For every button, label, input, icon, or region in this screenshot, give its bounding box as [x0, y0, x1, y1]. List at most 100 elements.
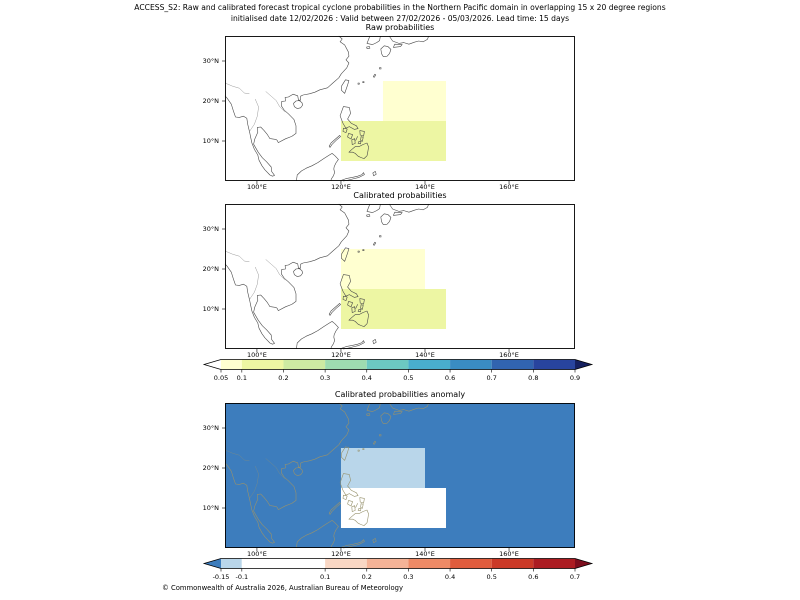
figure-title-line2: initialised date 12/02/2026 : Valid betw… [230, 14, 570, 23]
map-anomaly-lon-axis: 100°E 120°E 140°E 160°E [225, 551, 575, 560]
colorbar-tick-label: -0.15 [213, 573, 230, 581]
colorbar-segment [325, 359, 367, 370]
colorbar-tick-label: 0.2 [278, 374, 288, 382]
colorbar-segment [450, 558, 492, 569]
lat-tick-label: 30°N [202, 56, 219, 65]
panel-anomaly-title: Calibrated probabilities anomaly [334, 390, 466, 399]
lat-tick-label: 20°N [202, 463, 219, 472]
panel-calibrated-title: Calibrated probabilities [353, 191, 447, 200]
probability-region [340, 448, 425, 488]
panel-raw-probabilities: Raw probabilities 30°N 20°N 10°N 100°E 120°… [203, 23, 575, 190]
map-calibrated-border [225, 204, 575, 349]
colorbar-tick-label: 0.4 [362, 374, 372, 382]
colorbar-probability: 0.05 0.1 0.2 0.3 0.4 0.5 0.6 0.7 0.8 0.9 [202, 359, 594, 383]
map-calibrated-lat-axis: 30°N 20°N 10°N [189, 204, 221, 349]
lon-tick-label: 160°E [499, 550, 519, 558]
colorbar-tick-label: 0.5 [487, 573, 497, 581]
colorbar-segment [221, 558, 242, 569]
lat-tick-label: 20°N [202, 96, 219, 105]
colorbar-segment [366, 558, 409, 569]
lon-tick-label: 160°E [499, 351, 519, 359]
probability-region [340, 249, 425, 289]
panel-raw-title: Raw probabilities [365, 23, 435, 32]
colorbar-segment [283, 359, 326, 370]
lon-tick-label: 140°E [415, 550, 435, 558]
map-raw-region-layer [340, 81, 447, 161]
colorbar-tick-label: 0.3 [320, 374, 330, 382]
lon-tick-label: 100°E [247, 183, 267, 191]
lon-tick-label: 140°E [415, 351, 435, 359]
panel-calibrated-probabilities: Calibrated probabilities 30°N 20°N 10°N 10… [203, 191, 575, 358]
lat-tick-label: 10°N [202, 503, 219, 512]
map-raw-coastline-layer [224, 35, 429, 182]
colorbar-segment [491, 359, 534, 370]
map-anomaly-tick-marks [222, 427, 510, 551]
colorbar-anomaly-canvas: -0.15 -0.1 0.1 0.2 0.3 0.4 0.5 0.6 0.7 [202, 558, 594, 581]
map-anomaly-region-layer [340, 448, 447, 528]
colorbar-segment [408, 359, 451, 370]
colorbar-segment [241, 558, 326, 569]
lon-tick-label: 140°E [415, 183, 435, 191]
probability-region [340, 488, 447, 528]
colorbar-tick-label: 0.1 [237, 374, 247, 382]
lat-tick-label: 30°N [202, 224, 219, 233]
figure-title-line1: ACCESS_S2: Raw and calibrated forecast t… [134, 3, 666, 12]
map-calibrated-lon-axis: 100°E 120°E 140°E 160°E [225, 352, 575, 361]
lon-tick-label: 120°E [331, 183, 351, 191]
colorbar-tick-label: 0.7 [487, 374, 497, 382]
probability-region [382, 81, 447, 121]
colorbar-segment [533, 359, 575, 370]
colorbar-segment [204, 558, 221, 569]
colorbar-tick-label: 0.9 [570, 374, 580, 382]
lat-tick-label: 10°N [202, 304, 219, 313]
map-calibrated-coastline-layer [224, 203, 429, 350]
map-calibrated-region-layer [340, 249, 447, 329]
map-anomaly-border [225, 403, 575, 548]
colorbar-tick-label: 0.2 [362, 573, 372, 581]
colorbar-segment [491, 558, 534, 569]
lat-tick-label: 20°N [202, 264, 219, 273]
map-raw [222, 35, 575, 184]
map-raw-lat-axis: 30°N 20°N 10°N [189, 36, 221, 181]
probability-region [340, 289, 447, 329]
colorbar-segment [533, 558, 575, 569]
colorbar-segment [204, 359, 221, 370]
colorbar-segment [575, 558, 592, 569]
map-anomaly-coastline-layer [224, 402, 429, 549]
colorbar-tick-label: 0.05 [214, 374, 228, 382]
lat-tick-label: 30°N [202, 423, 219, 432]
map-raw-tick-marks [222, 60, 510, 184]
lon-tick-label: 120°E [331, 351, 351, 359]
colorbar-segment [241, 359, 284, 370]
figure-header: ACCESS_S2: Raw and calibrated forecast t… [0, 2, 800, 24]
map-calibrated [222, 203, 575, 352]
colorbar-segment [408, 558, 451, 569]
colorbar-segment [366, 359, 409, 370]
colorbar-tick-label: 0.5 [403, 374, 413, 382]
colorbar-anomaly: -0.15 -0.1 0.1 0.2 0.3 0.4 0.5 0.6 0.7 [202, 558, 594, 582]
probability-region [340, 121, 447, 161]
lon-tick-label: 100°E [247, 351, 267, 359]
lon-tick-label: 100°E [247, 550, 267, 558]
colorbar-tick-label: 0.6 [528, 573, 538, 581]
colorbar-segment [575, 359, 592, 370]
colorbar-tick-label: 0.8 [528, 374, 538, 382]
map-raw-lon-axis: 100°E 120°E 140°E 160°E [225, 184, 575, 193]
colorbar-tick-label: 0.3 [403, 573, 413, 581]
colorbar-tick-label: -0.1 [235, 573, 248, 581]
colorbar-tick-label: 0.4 [445, 573, 455, 581]
map-anomaly [222, 402, 575, 551]
colorbar-segment [325, 558, 367, 569]
map-calibrated-tick-marks [222, 228, 510, 352]
lon-tick-label: 120°E [331, 550, 351, 558]
colorbar-probability-canvas: 0.05 0.1 0.2 0.3 0.4 0.5 0.6 0.7 0.8 0.9 [202, 359, 594, 382]
panel-calibrated-anomaly: Calibrated probabilities anomaly 30°N 20°… [203, 390, 575, 557]
colorbar-tick-label: 0.6 [445, 374, 455, 382]
colorbar-tick-label: 0.7 [570, 573, 580, 581]
copyright-notice: © Commonwealth of Australia 2026, Austra… [162, 584, 403, 592]
colorbar-segment [221, 359, 242, 370]
lon-tick-label: 160°E [499, 183, 519, 191]
colorbar-segment [450, 359, 492, 370]
lat-tick-label: 10°N [202, 136, 219, 145]
